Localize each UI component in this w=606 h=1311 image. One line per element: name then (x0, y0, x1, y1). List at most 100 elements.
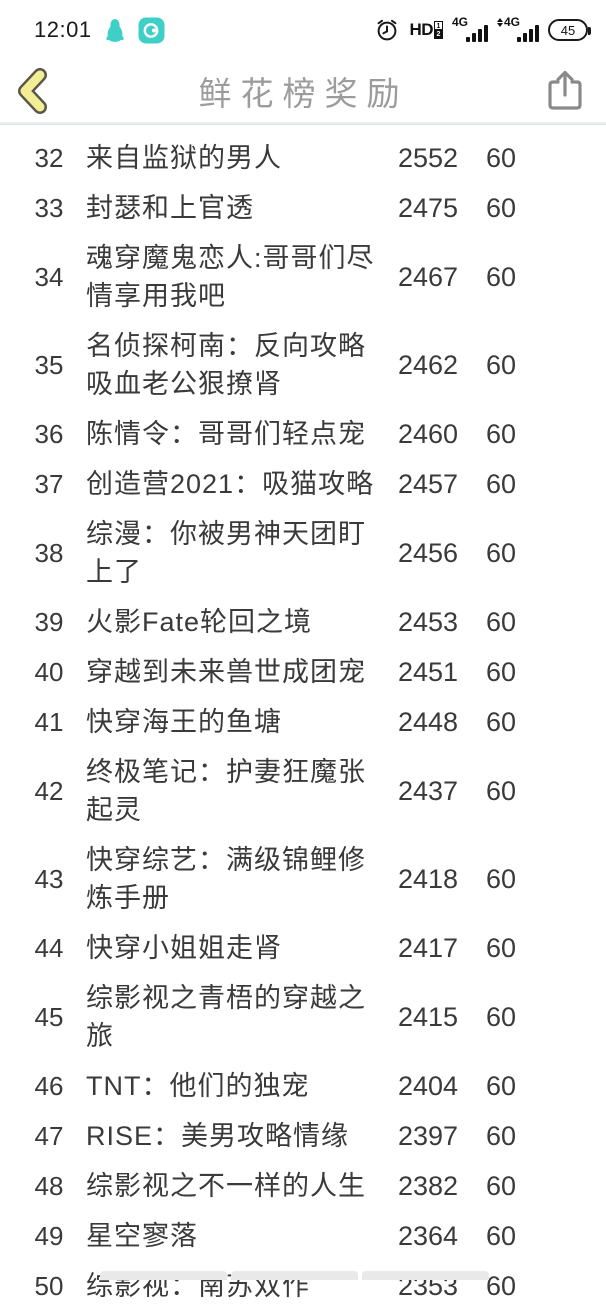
signal-icon-sim1: 4G (452, 15, 488, 45)
score-cell: 2397 (398, 1120, 459, 1151)
reward-cell: 60 (486, 1001, 517, 1032)
score-cell: 2404 (398, 1070, 459, 1101)
title-cell: 终极笔记：护妻狂魔张起灵 (86, 757, 366, 825)
score-cell: 2552 (398, 142, 459, 173)
battery-icon: 45 (548, 19, 591, 41)
signal-icon-sim2: 4G (497, 15, 539, 45)
header-divider (0, 122, 606, 125)
title-cell: 创造营2021：吸猫攻略 (86, 469, 375, 499)
rank-cell: 48 (34, 1170, 64, 1201)
reward-cell: 60 (486, 863, 517, 894)
rank-cell: 41 (34, 706, 64, 737)
hd-volte-icon: HD 1 2 (409, 20, 443, 40)
reward-cell: 60 (486, 656, 517, 687)
rank-cell: 50 (34, 1270, 64, 1301)
table-row[interactable]: 35 名侦探柯南：反向攻略吸血老公狠撩肾 2462 60 (0, 321, 606, 409)
nav-bar: 鲜花榜奖励 (0, 60, 606, 122)
title-cell: 封瑟和上官透 (86, 193, 254, 223)
reward-cell: 60 (486, 349, 517, 380)
table-row[interactable]: 41 快穿海王的鱼塘 2448 60 (0, 697, 606, 747)
rank-cell: 47 (34, 1120, 64, 1151)
score-cell: 2437 (398, 775, 459, 806)
table-row[interactable]: 36 陈情令：哥哥们轻点宠 2460 60 (0, 409, 606, 459)
battery-level: 45 (560, 22, 576, 38)
title-cell: 魂穿魔鬼恋人:哥哥们尽情享用我吧 (86, 243, 375, 311)
table-row[interactable]: 45 综影视之青梧的穿越之旅 2415 60 (0, 973, 606, 1061)
back-button[interactable] (12, 67, 60, 115)
rank-cell: 45 (34, 1001, 64, 1032)
reward-cell: 60 (486, 468, 517, 499)
score-cell: 2415 (398, 1001, 459, 1032)
rank-cell: 37 (34, 468, 64, 499)
share-button[interactable] (538, 68, 586, 114)
title-cell: 陈情令：哥哥们轻点宠 (86, 419, 366, 449)
clock-time: 12:01 (34, 17, 92, 42)
score-cell: 2462 (398, 349, 459, 380)
hd-label: HD (409, 20, 433, 39)
score-cell: 2382 (398, 1170, 459, 1201)
table-row[interactable]: 39 火影Fate轮回之境 2453 60 (0, 597, 606, 647)
title-cell: 综影视之不一样的人生 (86, 1171, 366, 1201)
title-cell: 来自监狱的男人 (86, 143, 282, 173)
title-cell: 名侦探柯南：反向攻略吸血老公狠撩肾 (86, 331, 366, 399)
reward-cell: 60 (486, 775, 517, 806)
score-cell: 2451 (398, 656, 459, 687)
rank-cell: 32 (34, 142, 64, 173)
table-row[interactable]: 33 封瑟和上官透 2475 60 (0, 183, 606, 233)
sim1-badge: 1 (434, 21, 443, 30)
table-row[interactable]: 38 综漫：你被男神天团盯上了 2456 60 (0, 509, 606, 597)
status-bar: 12:01 HD (0, 0, 606, 60)
reward-cell: 60 (486, 1270, 517, 1301)
signal-bars (517, 25, 539, 42)
table-row[interactable]: 46 TNT：他们的独宠 2404 60 (0, 1061, 606, 1111)
reward-cell: 60 (486, 1220, 517, 1251)
rank-cell: 35 (34, 349, 64, 380)
title-cell: TNT：他们的独宠 (86, 1071, 310, 1101)
reward-cell: 60 (486, 932, 517, 963)
table-row[interactable]: 34 魂穿魔鬼恋人:哥哥们尽情享用我吧 2467 60 (0, 233, 606, 321)
score-cell: 2417 (398, 932, 459, 963)
rank-cell: 36 (34, 418, 64, 449)
recorder-app-icon (138, 17, 165, 44)
rank-cell: 49 (34, 1220, 64, 1251)
score-cell: 2364 (398, 1220, 459, 1251)
status-bar-right: HD 1 2 4G 4G 45 (374, 15, 591, 45)
score-cell: 2456 (398, 537, 459, 568)
table-row[interactable]: 37 创造营2021：吸猫攻略 2457 60 (0, 459, 606, 509)
table-row[interactable]: 43 快穿综艺：满级锦鲤修炼手册 2418 60 (0, 835, 606, 923)
title-cell: 综漫：你被男神天团盯上了 (86, 519, 366, 587)
rank-cell: 44 (34, 932, 64, 963)
score-cell: 2467 (398, 261, 459, 292)
rank-cell: 42 (34, 775, 64, 806)
reward-cell: 60 (486, 142, 517, 173)
sim2-badge: 2 (434, 30, 443, 39)
table-row[interactable]: 40 穿越到未来兽世成团宠 2451 60 (0, 647, 606, 697)
score-cell: 2475 (398, 192, 459, 223)
reward-list: 32 来自监狱的男人 2552 60 33 封瑟和上官透 2475 60 34 … (0, 125, 606, 1311)
rank-cell: 34 (34, 261, 64, 292)
table-row[interactable]: 47 RISE：美男攻略情缘 2397 60 (0, 1111, 606, 1161)
table-row[interactable]: 32 来自监狱的男人 2552 60 (0, 133, 606, 183)
table-row[interactable]: 50 综影视：南苏双作 2353 60 (0, 1261, 606, 1311)
chevron-left-icon (12, 67, 56, 115)
status-bar-left: 12:01 (34, 17, 165, 44)
placeholder-bar[interactable] (362, 1271, 489, 1280)
table-row[interactable]: 49 星空寥落 2364 60 (0, 1211, 606, 1261)
placeholder-bar[interactable] (231, 1271, 358, 1280)
reward-cell: 60 (486, 606, 517, 637)
reward-cell: 60 (486, 1070, 517, 1101)
title-cell: 快穿综艺：满级锦鲤修炼手册 (86, 845, 366, 913)
qq-penguin-icon (102, 17, 128, 44)
table-row[interactable]: 44 快穿小姐姐走肾 2417 60 (0, 923, 606, 973)
score-cell: 2418 (398, 863, 459, 894)
placeholder-bar[interactable] (100, 1271, 227, 1280)
table-row[interactable]: 42 终极笔记：护妻狂魔张起灵 2437 60 (0, 747, 606, 835)
score-cell: 2457 (398, 468, 459, 499)
page-title: 鲜花榜奖励 (198, 75, 409, 112)
title-cell: 快穿海王的鱼塘 (86, 707, 282, 737)
score-cell: 2453 (398, 606, 459, 637)
table-row[interactable]: 48 综影视之不一样的人生 2382 60 (0, 1161, 606, 1211)
score-cell: 2460 (398, 418, 459, 449)
title-cell: 快穿小姐姐走肾 (86, 933, 282, 963)
title-cell: 星空寥落 (86, 1221, 198, 1251)
